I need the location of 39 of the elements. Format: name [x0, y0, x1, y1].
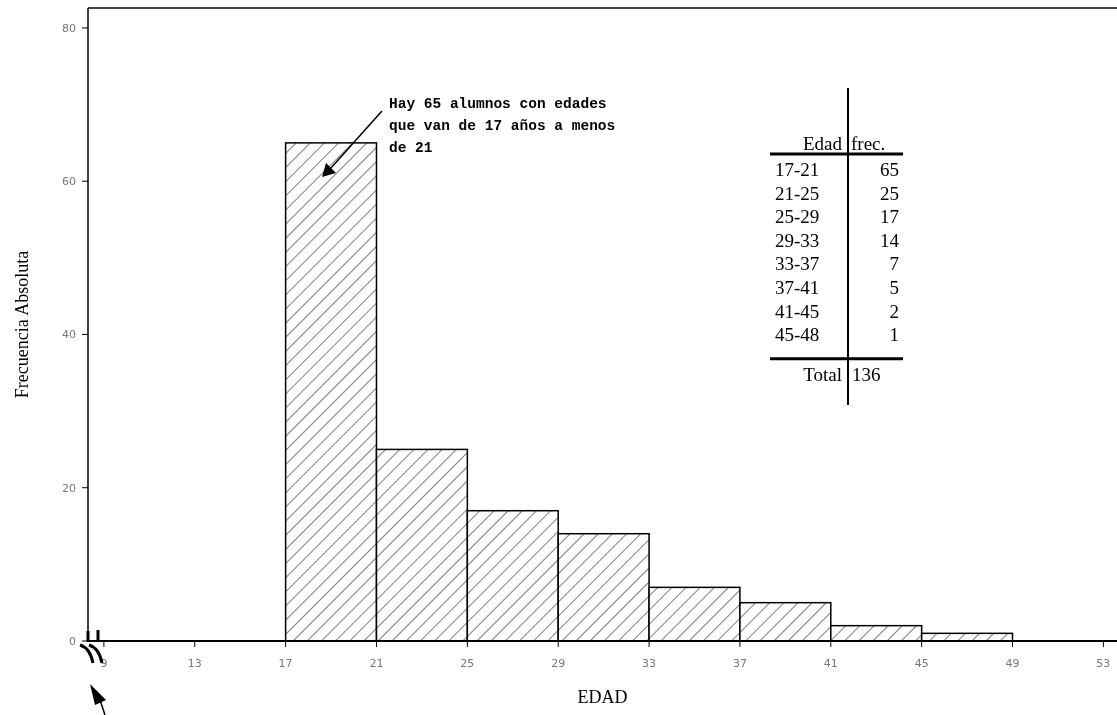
- annotation: 25: [880, 182, 899, 204]
- annotation: 65: [880, 159, 899, 180]
- x-tick-label: 13: [187, 657, 202, 670]
- x-tick-label: 49: [1005, 657, 1020, 670]
- x-tick-label: 21: [369, 657, 384, 670]
- x-tick-label: 17: [278, 657, 293, 670]
- annotation: 2: [889, 300, 899, 322]
- x-tick-label: 53: [1096, 657, 1111, 670]
- annotation: 45-48: [775, 324, 820, 346]
- y-axis-title: Frecuencia Absoluta: [12, 250, 32, 399]
- x-tick-label: 45: [914, 657, 929, 670]
- annotation: Edad: [802, 133, 843, 154]
- x-axis-title: EDAD: [577, 687, 628, 707]
- x-tick-label: 25: [460, 657, 475, 670]
- annotation: 21-25: [775, 182, 820, 204]
- annotation: 25-29: [775, 206, 820, 228]
- annotation: 37-41: [775, 277, 820, 298]
- annotation: 14: [880, 229, 900, 251]
- y-tick-label: 40: [62, 328, 76, 342]
- annotation: 41-45: [775, 300, 820, 322]
- x-tick-label: 41: [823, 657, 838, 670]
- annotation: 5: [889, 277, 899, 298]
- y-tick-label: 80: [62, 21, 76, 35]
- y-tick-label: 60: [62, 175, 76, 189]
- x-tick-label: 37: [732, 657, 747, 670]
- annotation: 33-37: [775, 253, 820, 275]
- y-tick-label: 20: [62, 481, 76, 495]
- x-tick-label: 33: [642, 657, 657, 670]
- annotation: 29-33: [775, 229, 820, 251]
- annotation: 17: [880, 206, 899, 228]
- annotation: 7: [889, 253, 899, 275]
- annotation: 17-21: [775, 159, 820, 180]
- x-tick-label: 29: [551, 657, 566, 670]
- y-tick-label: 0: [69, 634, 76, 648]
- annotation: 1: [889, 324, 899, 346]
- annotation: 136: [852, 363, 881, 385]
- annotation: Hay 65 alumnos con edades que van de 17 años a menos de 21: [389, 96, 616, 156]
- annotation: Total: [803, 363, 842, 385]
- annotation: frec.: [851, 133, 886, 154]
